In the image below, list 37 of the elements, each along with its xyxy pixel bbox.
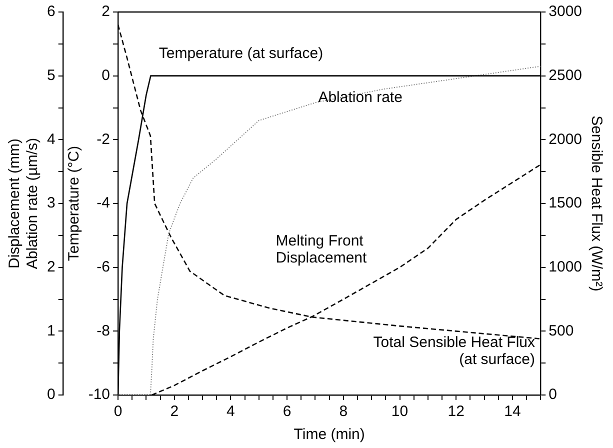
y2-tick-label: 1500 <box>548 194 582 212</box>
x-tick-label: 4 <box>226 403 235 420</box>
y-tick-label: 0 <box>47 386 56 404</box>
y3-tick-label: -6 <box>96 258 110 276</box>
series-label: Total Sensible Heat Flux (at surface) <box>373 334 536 368</box>
y3-tick-label: -2 <box>96 130 110 148</box>
x-tick-label: 0 <box>114 403 122 420</box>
y3-tick-label: -4 <box>96 194 110 212</box>
series-label: Melting Front Displacement <box>276 232 368 267</box>
series-label: Ablation rate <box>318 89 402 106</box>
x-tick-label: 2 <box>170 403 179 420</box>
y-axis-title: Displacement (mm) Ablation rate (µm/s) <box>6 138 42 270</box>
y-tick-label: 6 <box>47 3 56 20</box>
y2-tick-label: 2000 <box>548 130 582 148</box>
x-tick-label: 14 <box>504 403 521 420</box>
y2-tick-label: 500 <box>548 322 574 340</box>
y2-axis-title: Sensible Heat Flux (W/m²) <box>588 116 605 292</box>
y3-tick-label: -10 <box>88 386 110 404</box>
y3-tick-label: 0 <box>102 66 110 84</box>
y3-tick-label: 2 <box>102 3 110 20</box>
y-tick-label: 3 <box>47 194 56 212</box>
y-tick-label: 4 <box>47 130 56 148</box>
series-label: Temperature (at surface) <box>158 44 324 62</box>
x-tick-label: 10 <box>391 403 408 420</box>
y-tick-label: 5 <box>47 66 56 84</box>
y3-tick-label: -8 <box>96 322 110 340</box>
y2-tick-label: 1000 <box>548 258 582 276</box>
y2-tick-label: 3000 <box>548 3 582 20</box>
x-tick-label: 8 <box>339 403 348 420</box>
y3-axis-title: Temperature (°C) <box>65 146 82 262</box>
y-tick-label: 2 <box>47 258 56 276</box>
x-axis-title: Time (min) <box>294 426 365 444</box>
y-tick-label: 1 <box>47 322 56 340</box>
y2-tick-label: 0 <box>548 386 557 404</box>
y2-tick-label: 2500 <box>548 66 582 84</box>
x-tick-label: 6 <box>282 403 292 420</box>
x-tick-label: 12 <box>448 403 464 420</box>
